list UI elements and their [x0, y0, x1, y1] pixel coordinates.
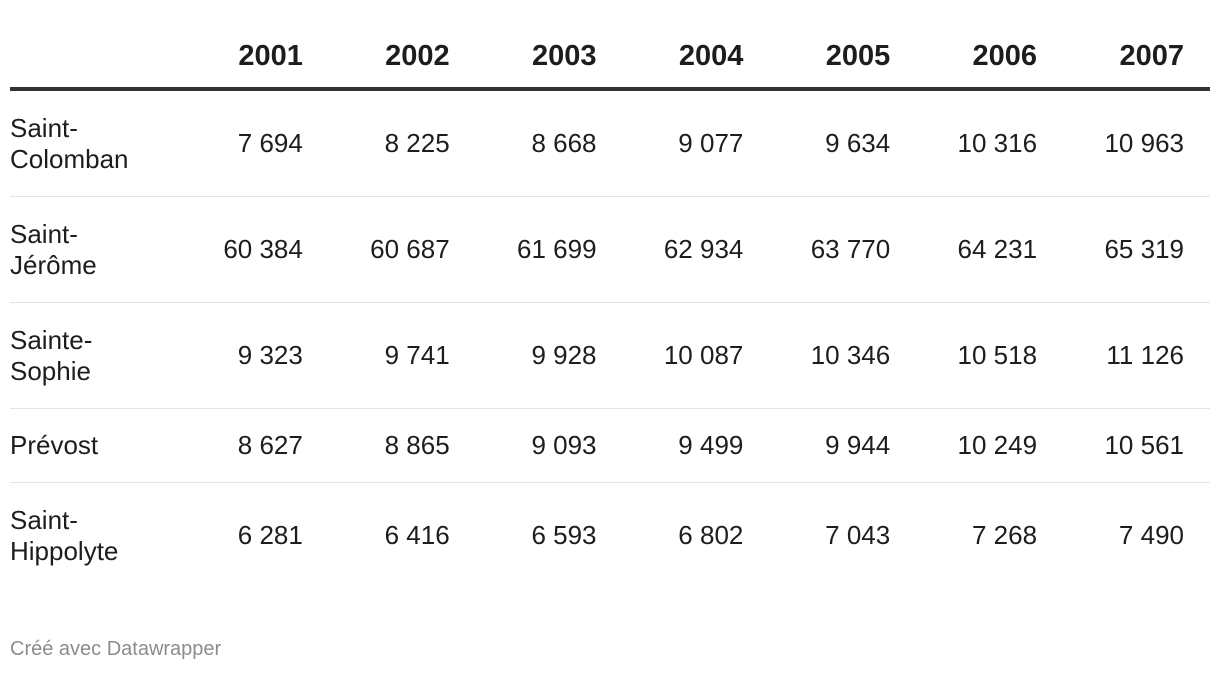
table-cell: 9 634	[769, 89, 917, 197]
table-cell: 6 281	[237, 520, 303, 550]
table-cell: 62 934	[622, 196, 770, 303]
table-cell: 7 490	[1118, 520, 1184, 550]
table-row: Sainte- Sophie 9 323 9 741 9 928 10 087 1…	[10, 302, 1210, 409]
table-cell: 64 231	[916, 196, 1064, 303]
table-cell: 11 126	[1063, 302, 1210, 409]
header-row: 2001 2002 2003 2004 2005 2006 2007	[10, 28, 1210, 91]
header-cell: 2007	[1063, 28, 1210, 91]
table-cell: 10 561	[1063, 408, 1210, 483]
table-cell: 7 268	[971, 520, 1038, 550]
header-cell	[10, 28, 182, 91]
header-cell: 2005	[769, 28, 917, 91]
row-label: Prévost	[10, 408, 182, 483]
table-cell: 9 928	[475, 302, 623, 409]
table-cell: 8 627	[182, 408, 329, 483]
table-cell: 10 249	[916, 408, 1064, 483]
table-cell: 10 087	[622, 302, 770, 409]
header-cell: 2001	[182, 28, 329, 91]
table-cell: 7 694	[182, 89, 329, 197]
row-label: Saint- Colomban	[10, 89, 182, 197]
table-cell: 9 323	[182, 302, 329, 409]
table-cell: 65 319	[1063, 196, 1210, 303]
table-cell: 8 865	[328, 408, 476, 483]
table-cell: 61 699	[475, 196, 623, 303]
row-label: Saint- Hippolyte	[10, 504, 119, 566]
table-cell: 6 802	[678, 520, 744, 550]
table-cell: 10 346	[769, 302, 917, 409]
table-cell: 9 944	[769, 408, 917, 483]
table-cell: 6 593	[531, 520, 597, 550]
header-cell: 2002	[328, 28, 476, 91]
row-label: Saint- Jérôme	[10, 196, 182, 303]
table-cell: 10 963	[1063, 89, 1210, 197]
table-cell: 10 316	[916, 89, 1064, 197]
table-cell: 6 416	[384, 520, 450, 550]
table-cell: 60 687	[328, 196, 476, 303]
row-label: Sainte- Sophie	[10, 302, 182, 409]
data-table: 2001 2002 2003 2004 2005 2006 2007 Saint…	[10, 28, 1210, 588]
table-cell: 9 499	[622, 408, 770, 483]
table-row: Saint- Hippolyte 6 281 6 416 6 593 6 802 …	[10, 483, 1210, 589]
table-cell: 8 225	[328, 89, 476, 197]
table-cell: 7 043	[825, 520, 891, 550]
table-cell: 10 518	[916, 302, 1064, 409]
table-cell: 63 770	[769, 196, 917, 303]
header-cell: 2004	[622, 28, 770, 91]
table-row: Prévost 8 627 8 865 9 093 9 499 9 944 10…	[10, 408, 1210, 483]
table-cell: 60 384	[182, 196, 329, 303]
table-row: Saint- Jérôme 60 384 60 687 61 699 62 934…	[10, 196, 1210, 303]
table-cell: 9 741	[328, 302, 476, 409]
table-row: Saint- Colomban 7 694 8 225 8 668 9 077 9…	[10, 89, 1210, 197]
header-cell: 2003	[475, 28, 623, 91]
table-cell: 9 093	[475, 408, 623, 483]
table-cell: 8 668	[475, 89, 623, 197]
header-cell: 2006	[916, 28, 1064, 91]
footer-credit[interactable]: Créé avec Datawrapper	[10, 638, 222, 660]
table-cell: 9 077	[622, 89, 770, 197]
